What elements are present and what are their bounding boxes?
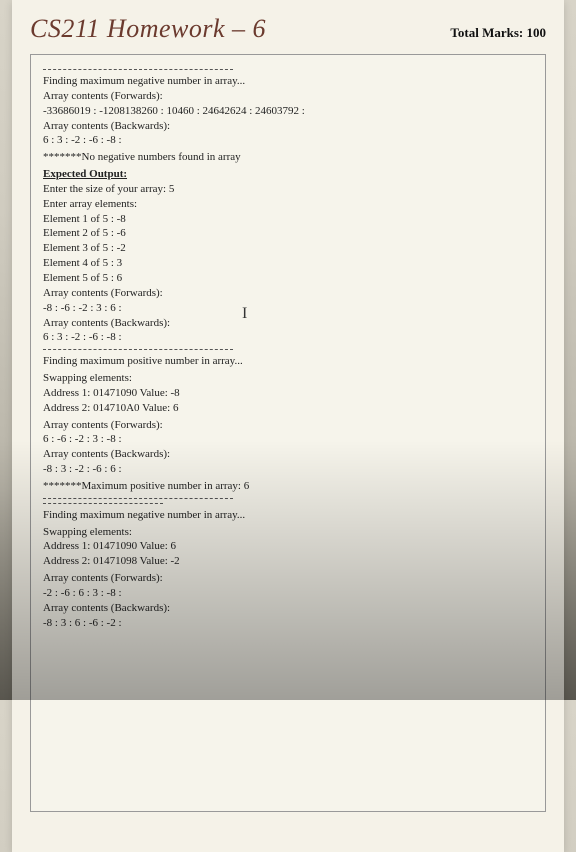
expected-e5: Element 5 of 5 : 6 [43, 271, 533, 286]
addr2: Address 2: 014710A0 Value: 6 [43, 401, 533, 416]
fwd-values: -2 : -6 : 6 : 3 : -8 : [43, 586, 533, 601]
swap-label: Swapping elements: [43, 525, 533, 540]
marks-label: Total Marks: [450, 25, 526, 40]
expected-bwd-values: 6 : 3 : -2 : -6 : -8 : [43, 330, 533, 345]
expected-fwd-values: -8 : -6 : -2 : 3 : 6 : [43, 301, 533, 316]
addr2: Address 2: 01471098 Value: -2 [43, 554, 533, 569]
fwd-label: Array contents (Forwards): [43, 89, 533, 104]
addr1: Address 1: 01471090 Value: 6 [43, 539, 533, 554]
document-header: CS211 Homework – 6 Total Marks: 100 [30, 14, 546, 44]
bwd-values: 6 : 3 : -2 : -6 : -8 : [43, 133, 533, 148]
total-marks: Total Marks: 100 [450, 25, 546, 41]
expected-title: Expected Output: [43, 167, 533, 182]
bwd-label: Array contents (Backwards): [43, 601, 533, 616]
expected-fwd-label: Array contents (Forwards): [43, 286, 533, 301]
section2-heading: Finding maximum positive number in array… [43, 354, 533, 369]
section1-result: *******No negative numbers found in arra… [43, 150, 533, 165]
expected-e2: Element 2 of 5 : -6 [43, 226, 533, 241]
expected-e4: Element 4 of 5 : 3 [43, 256, 533, 271]
fwd-label: Array contents (Forwards): [43, 571, 533, 586]
section3-heading: Finding maximum negative number in array… [43, 508, 533, 523]
divider [43, 69, 233, 70]
divider [43, 349, 233, 350]
expected-bwd-label: Array contents (Backwards): [43, 316, 533, 331]
expected-e3: Element 3 of 5 : -2 [43, 241, 533, 256]
bwd-label: Array contents (Backwards): [43, 119, 533, 134]
divider-short [43, 503, 163, 504]
addr1: Address 1: 01471090 Value: -8 [43, 386, 533, 401]
fwd-values: -33686019 : -1208138260 : 10460 : 246426… [43, 104, 533, 119]
section1-heading: Finding maximum negative number in array… [43, 74, 533, 89]
output-box: Finding maximum negative number in array… [30, 54, 546, 812]
document-page: CS211 Homework – 6 Total Marks: 100 Find… [12, 0, 564, 852]
page-title: CS211 Homework – 6 [30, 14, 266, 44]
bwd-values: -8 : 3 : 6 : -6 : -2 : [43, 616, 533, 631]
fwd-label: Array contents (Forwards): [43, 418, 533, 433]
divider [43, 498, 233, 499]
expected-l2: Enter array elements: [43, 197, 533, 212]
bwd-values: -8 : 3 : -2 : -6 : 6 : [43, 462, 533, 477]
fwd-values: 6 : -6 : -2 : 3 : -8 : [43, 432, 533, 447]
bwd-label: Array contents (Backwards): [43, 447, 533, 462]
expected-l1: Enter the size of your array: 5 [43, 182, 533, 197]
swap-label: Swapping elements: [43, 371, 533, 386]
expected-e1: Element 1 of 5 : -8 [43, 212, 533, 227]
marks-value: 100 [527, 25, 547, 40]
section2-result: *******Maximum positive number in array:… [43, 479, 533, 494]
